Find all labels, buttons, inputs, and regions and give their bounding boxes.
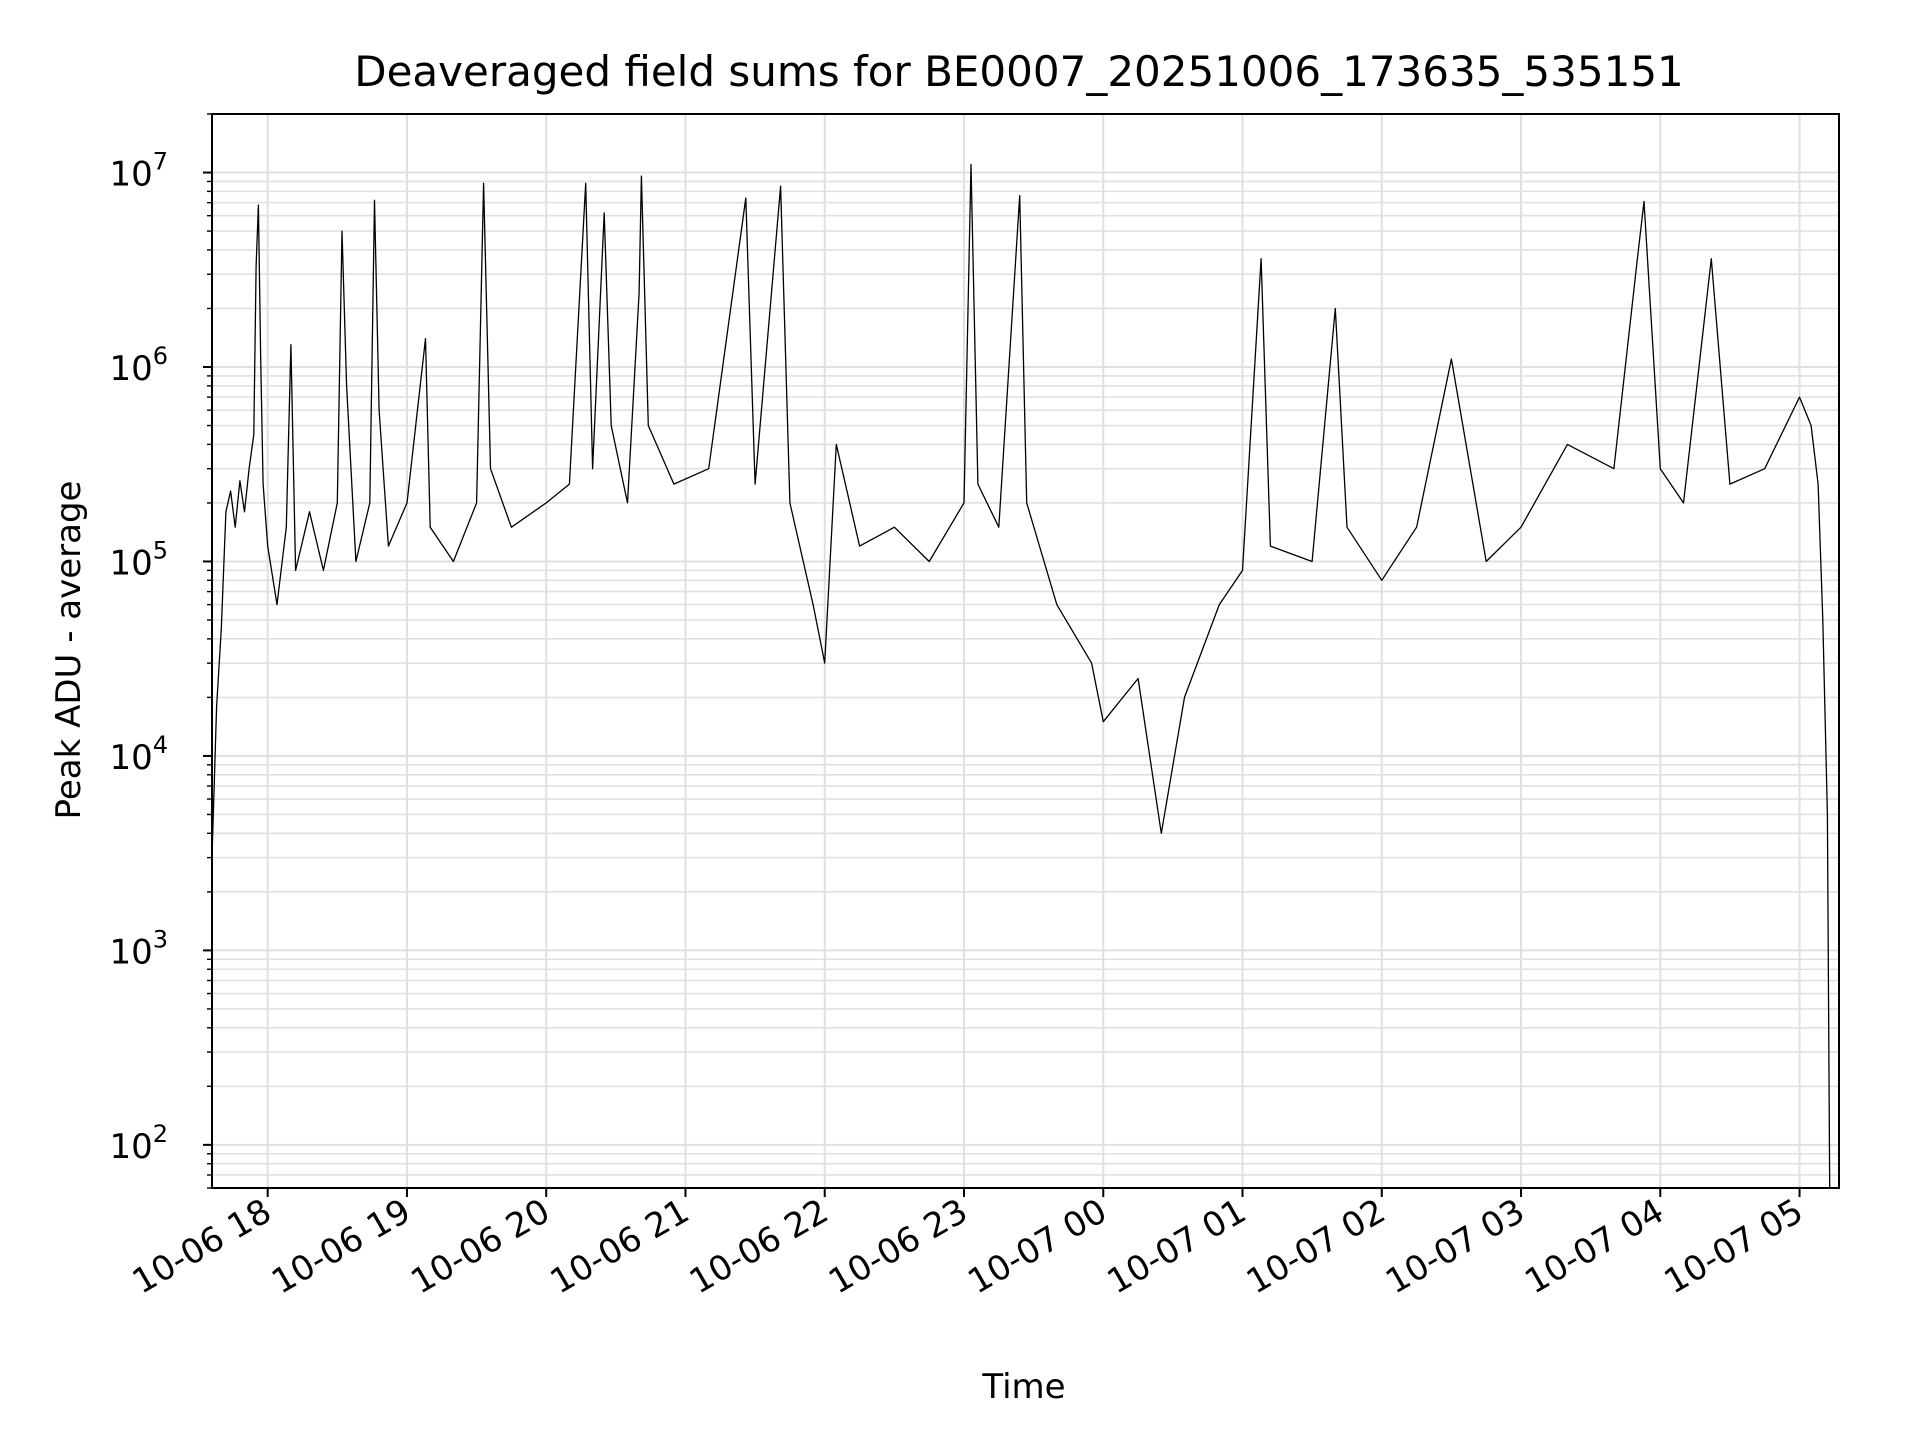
y-tick-label: 103 (109, 925, 168, 972)
y-tick-label: 104 (109, 731, 168, 778)
series-line (211, 163, 1831, 1189)
y-axis: 102 103 104 105 106 107 (109, 113, 212, 1189)
y-tick-label: 107 (109, 148, 168, 195)
data-series (211, 163, 1831, 1189)
y-tick-label: 105 (109, 536, 168, 583)
chart-title: Deaveraged field sums for BE0007_2025100… (354, 47, 1684, 96)
y-tick-label: 102 (109, 1120, 168, 1167)
plot-frame (211, 113, 1840, 1189)
x-axis-title: Time (981, 1367, 1065, 1407)
grid-lines (212, 113, 1839, 1189)
y-axis-title: Peak ADU - average (49, 481, 89, 820)
y-tick-label: 106 (109, 342, 168, 389)
